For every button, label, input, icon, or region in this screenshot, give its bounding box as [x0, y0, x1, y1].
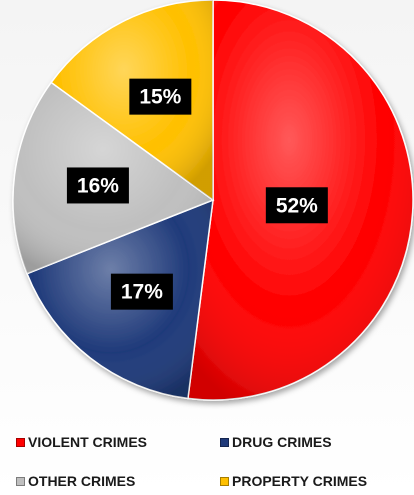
legend-swatch-violent-crimes [16, 437, 25, 447]
legend-label-property-crimes: PROPERTY CRIMES [232, 473, 368, 489]
legend-label-drug-crimes: DRUG CRIMES [232, 434, 332, 450]
legend-swatch-other-crimes [16, 476, 25, 486]
data-label-box-violent-crimes [265, 187, 328, 224]
data-label-box-other-crimes [66, 167, 129, 204]
data-label-other-crimes: 16% [77, 174, 119, 197]
legend-label-violent-crimes: VIOLENT CRIMES [28, 434, 148, 450]
legend-swatch-drug-crimes [220, 437, 229, 447]
legend-item-other-crimes: OTHER CRIMES [16, 473, 135, 489]
legend-item-property-crimes: PROPERTY CRIMES [220, 473, 367, 489]
legend-swatch-property-crimes [220, 476, 229, 486]
data-label-property-crimes: 15% [139, 86, 181, 109]
data-label-box-drug-crimes [110, 273, 173, 310]
data-label-box-property-crimes [129, 78, 192, 115]
legend-item-drug-crimes: DRUG CRIMES [220, 434, 332, 450]
legend-label-other-crimes: OTHER CRIMES [28, 473, 136, 489]
data-label-drug-crimes: 17% [121, 281, 163, 304]
data-label-violent-crimes: 52% [276, 194, 318, 217]
pie-svg: 52% 17% 16% 15% [12, 0, 414, 401]
legend: VIOLENT CRIMES DRUG CRIMES OTHER CRIMES … [0, 424, 414, 495]
legend-item-violent-crimes: VIOLENT CRIMES [16, 434, 147, 450]
